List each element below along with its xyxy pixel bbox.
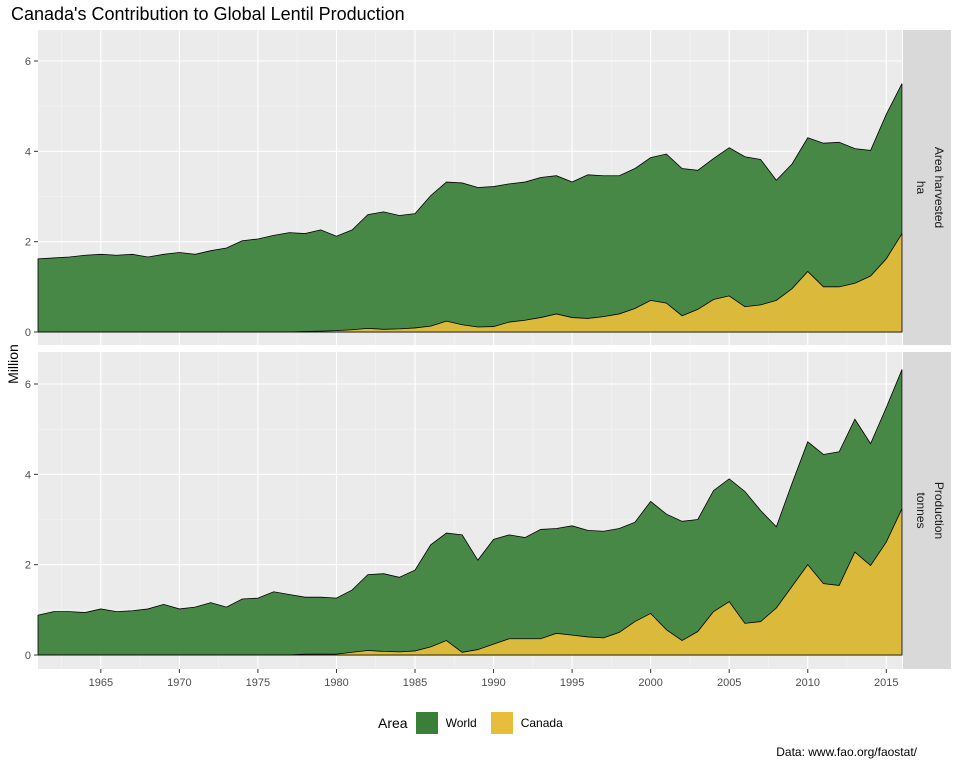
x-tick-label: 2015 [874,677,898,689]
strip-label-unit: tonnes [914,492,928,528]
x-tick-label: 1985 [403,677,427,689]
legend-label-canada: Canada [520,716,563,730]
x-tick-label: 1965 [89,677,113,689]
legend-label-world: World [445,716,477,730]
x-tick-label: 1975 [246,677,270,689]
strip-label-variable: Production [932,482,946,539]
area-world [37,369,903,656]
x-tick-label: 1990 [481,677,505,689]
y-tick-label: 0 [25,327,31,339]
legend-key-world [415,712,438,734]
x-tick-label: 2010 [796,677,820,689]
y-tick-label: 4 [25,146,31,158]
y-tick-label: 6 [25,379,31,391]
y-tick-label: 4 [25,469,31,481]
x-tick-label: 1970 [167,677,191,689]
strip-label-variable: Area harvested [932,147,946,228]
legend: Area World Canada [378,708,577,738]
data-source-caption: Data: www.fao.org/faostat/ [776,745,917,759]
legend-item-canada: Canada [490,712,563,734]
legend-title: Area [378,715,408,731]
y-tick-label: 2 [25,560,31,572]
facet-strip [903,352,951,669]
chart-title: Canada's Contribution to Global Lentil P… [11,4,405,24]
x-tick-label: 2000 [638,677,662,689]
x-tick-label: 1980 [324,677,348,689]
strip-label-unit: ha [914,181,928,195]
area-canada [38,508,903,656]
area-canada [38,232,903,333]
x-tick-label: 1995 [560,677,584,689]
legend-key-canada [490,712,513,734]
y-tick-label: 0 [25,650,31,662]
area-world [37,83,903,333]
x-tick-label: 2005 [717,677,741,689]
y-tick-label: 6 [25,56,31,68]
y-tick-label: 2 [25,237,31,249]
facet-strip [903,30,951,345]
legend-item-world: World [415,712,477,734]
